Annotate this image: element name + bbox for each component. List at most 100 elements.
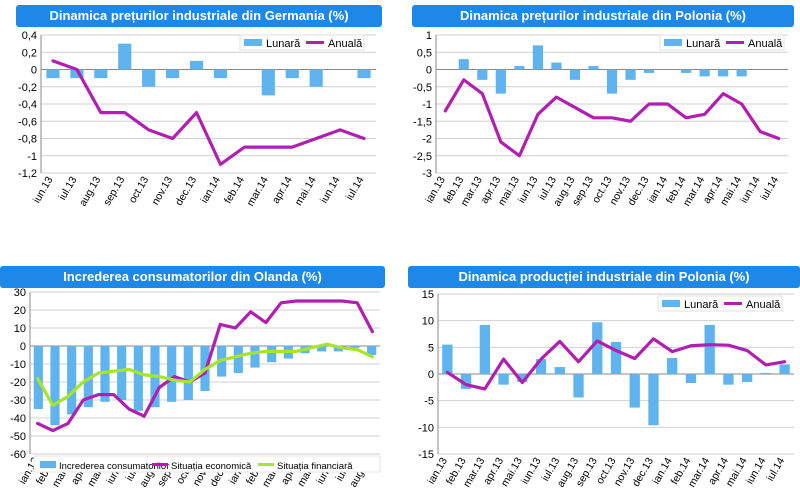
y-tick-label: -1,5 xyxy=(413,116,432,128)
bar xyxy=(760,372,772,374)
x-tick-label: iul.14 xyxy=(764,455,787,483)
bar xyxy=(350,346,360,348)
legend-swatch xyxy=(40,461,56,468)
x-tick-label: oct.13 xyxy=(127,174,152,205)
y-tick-label: -10 xyxy=(10,359,26,371)
bar xyxy=(742,374,753,382)
x-tick-label: iun.14 xyxy=(738,174,763,205)
bar xyxy=(367,346,377,355)
y-tick-label: 15 xyxy=(422,289,434,301)
bar xyxy=(233,346,243,373)
bar xyxy=(70,69,84,79)
y-tick-label: -0,8 xyxy=(18,134,37,146)
y-tick-label: -20 xyxy=(10,377,26,389)
chart-panel-germany: Dinamica prețurilor industriale din Germ… xyxy=(16,5,382,215)
bar xyxy=(46,69,60,79)
chart-poland-production: 151050-5-10-15ian.13feb.13mar.13apr.13ma… xyxy=(418,289,794,489)
bar xyxy=(458,59,469,70)
bar xyxy=(250,346,260,368)
y-tick-label: 0 xyxy=(31,65,37,77)
legend-label: Lunară xyxy=(686,38,721,50)
bar xyxy=(514,66,525,70)
bar xyxy=(643,69,655,73)
bar xyxy=(723,374,734,385)
bar xyxy=(133,346,143,411)
bar xyxy=(183,346,193,400)
bar xyxy=(460,374,472,389)
chart-netherlands: 3020100-10-20-30-40-50-60ian.13feb.13mar… xyxy=(10,287,381,489)
legend-label: Anuală xyxy=(328,38,363,50)
bar xyxy=(83,346,93,408)
bar xyxy=(699,69,710,77)
y-tick-label: 20 xyxy=(14,305,26,317)
legend-box xyxy=(239,34,365,51)
y-tick-label: 0,5 xyxy=(417,47,432,59)
bar xyxy=(573,374,584,398)
y-tick-label: -2,5 xyxy=(413,151,432,163)
x-tick-label: ian.14 xyxy=(198,174,223,205)
y-tick-label: -3 xyxy=(422,168,432,180)
bar xyxy=(779,364,790,374)
bar xyxy=(50,346,60,426)
y-tick-label: 1 xyxy=(426,30,432,42)
legend-swatch xyxy=(244,39,262,46)
legend-box xyxy=(659,34,785,51)
bar xyxy=(267,346,277,363)
bar xyxy=(498,374,509,385)
y-tick-label: -1 xyxy=(27,151,37,163)
x-tick-label: sep.13 xyxy=(101,174,127,207)
y-tick-label: -5 xyxy=(424,396,434,408)
y-tick-label: -0,2 xyxy=(18,82,37,94)
bar xyxy=(189,60,204,70)
y-tick-label: 0 xyxy=(20,341,26,353)
bar xyxy=(285,69,299,79)
y-tick-label: 10 xyxy=(14,323,26,335)
bar xyxy=(629,374,640,408)
x-tick-label: apr.14 xyxy=(270,174,295,205)
y-tick-label: 0,2 xyxy=(22,47,37,59)
bar xyxy=(261,69,275,96)
bar xyxy=(569,69,581,80)
x-tick-label: mai.14 xyxy=(293,174,319,207)
bar xyxy=(317,346,327,352)
legend-label: Situația financiară xyxy=(277,461,353,472)
bar xyxy=(736,69,747,77)
bar xyxy=(592,322,603,374)
bar xyxy=(166,69,180,79)
bar xyxy=(648,374,659,426)
x-tick-label: aug.13 xyxy=(77,174,104,208)
bar xyxy=(442,344,453,374)
y-tick-label: 5 xyxy=(428,342,434,354)
legend-swatch xyxy=(662,300,680,307)
x-tick-label: iun.14 xyxy=(318,174,343,205)
y-tick-label: 0,4 xyxy=(22,30,37,42)
bar xyxy=(479,324,490,374)
legend-label: Lunară xyxy=(266,38,301,50)
bar xyxy=(610,342,622,374)
bar xyxy=(117,346,127,400)
series-line xyxy=(36,299,374,433)
y-tick-label: -2 xyxy=(422,134,432,146)
chart-title-netherlands: Increderea consumatorilor din Olanda (%) xyxy=(0,266,385,288)
y-tick-label: -0,5 xyxy=(413,82,432,94)
x-tick-label: iul.14 xyxy=(344,174,367,202)
y-tick-label: -1,2 xyxy=(18,168,37,180)
bar xyxy=(625,69,636,80)
bar xyxy=(551,62,562,70)
chart-title-germany: Dinamica prețurilor industriale din Germ… xyxy=(16,5,382,27)
y-tick-label: -60 xyxy=(10,449,26,461)
bar xyxy=(718,69,729,77)
y-tick-label: 30 xyxy=(14,287,26,299)
legend-label: Lunară xyxy=(684,299,719,311)
x-tick-label: nov.13 xyxy=(149,174,175,207)
y-tick-label: -30 xyxy=(10,395,26,407)
chart-title-poland-prices: Dinamica prețurilor industriale din Polo… xyxy=(412,5,794,27)
bar xyxy=(681,69,692,73)
legend-label: Situația economică xyxy=(171,461,252,472)
legend-swatch xyxy=(664,39,682,46)
bar xyxy=(94,69,108,79)
series-line xyxy=(36,342,374,407)
chart-panel-netherlands: Increderea consumatorilor din Olanda (%)… xyxy=(0,266,385,500)
legend-label: Anuală xyxy=(746,299,781,311)
chart-poland-prices: 10,50-0,5-1-1,5-2-2,5-3ian.13feb.13mar.1… xyxy=(413,30,788,208)
